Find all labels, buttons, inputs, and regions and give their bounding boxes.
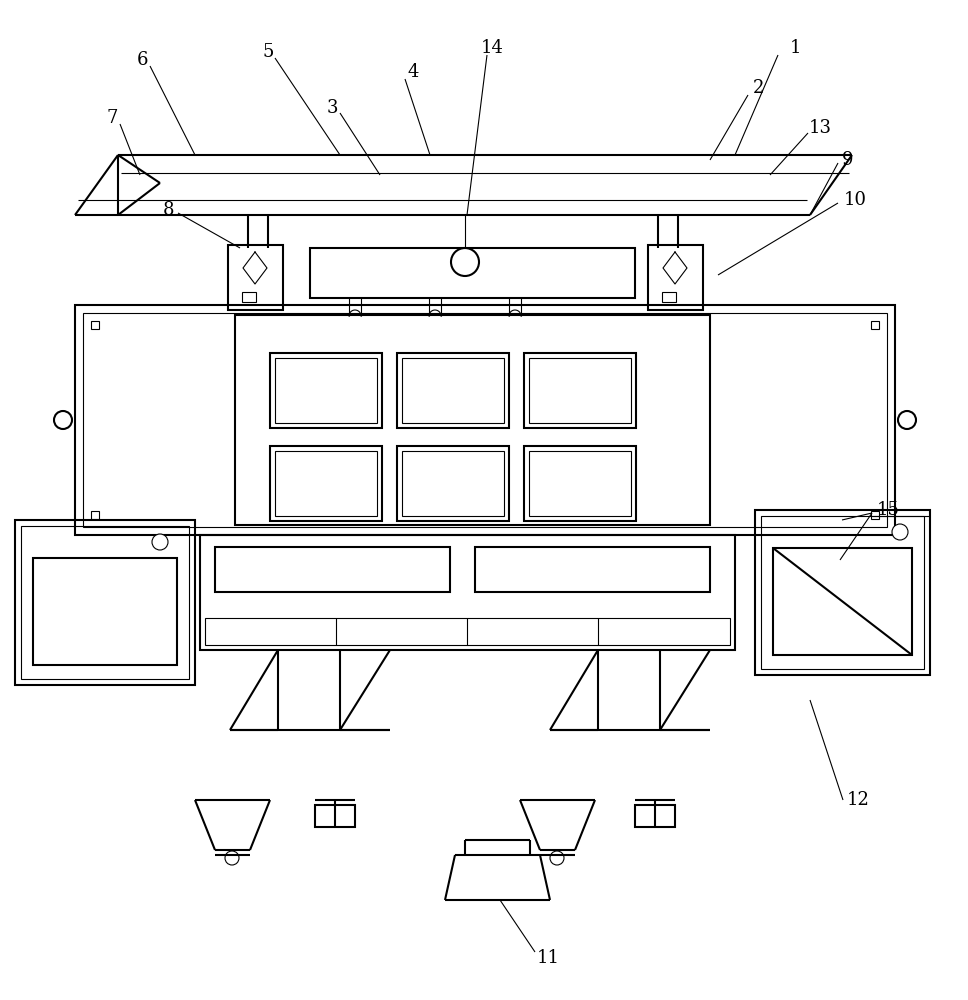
Bar — [761, 516, 924, 669]
Bar — [648, 245, 703, 310]
Bar — [755, 510, 930, 675]
Bar — [228, 245, 283, 310]
Bar — [235, 315, 710, 525]
Text: 13: 13 — [808, 119, 832, 137]
Bar — [402, 358, 504, 423]
Bar — [475, 547, 710, 592]
Bar — [270, 353, 382, 428]
Bar — [15, 520, 195, 685]
Bar — [397, 446, 509, 521]
Bar — [91, 321, 99, 329]
Bar — [402, 451, 504, 516]
Text: 3: 3 — [326, 99, 338, 117]
Bar — [83, 313, 887, 527]
Circle shape — [892, 524, 908, 540]
Text: 5: 5 — [262, 43, 274, 61]
Bar — [200, 535, 735, 650]
Bar — [871, 321, 879, 329]
Bar — [773, 548, 912, 655]
Bar — [21, 526, 189, 679]
Text: 14: 14 — [480, 39, 503, 57]
Text: 4: 4 — [408, 63, 419, 81]
Circle shape — [225, 851, 239, 865]
Circle shape — [152, 534, 168, 550]
Text: 15: 15 — [877, 501, 899, 519]
Circle shape — [550, 851, 564, 865]
Bar — [75, 305, 895, 535]
Bar — [275, 451, 377, 516]
Bar — [310, 248, 635, 298]
Bar — [315, 805, 355, 827]
Text: 6: 6 — [136, 51, 148, 69]
Bar — [871, 511, 879, 519]
Bar — [33, 558, 177, 665]
Bar — [524, 446, 636, 521]
Circle shape — [54, 411, 72, 429]
Bar — [242, 292, 256, 302]
Text: 10: 10 — [843, 191, 866, 209]
Circle shape — [898, 411, 916, 429]
Bar — [529, 358, 631, 423]
Bar — [397, 353, 509, 428]
Text: 12: 12 — [847, 791, 869, 809]
Bar — [215, 547, 450, 592]
Bar — [275, 358, 377, 423]
Circle shape — [451, 248, 479, 276]
Text: 11: 11 — [536, 949, 560, 967]
Text: 8: 8 — [163, 201, 173, 219]
Text: 2: 2 — [752, 79, 764, 97]
Bar — [270, 446, 382, 521]
Text: 7: 7 — [106, 109, 118, 127]
Bar — [524, 353, 636, 428]
Bar — [205, 618, 730, 645]
Bar — [635, 805, 675, 827]
Bar — [91, 511, 99, 519]
Bar — [529, 451, 631, 516]
Text: 1: 1 — [789, 39, 801, 57]
Bar — [662, 292, 676, 302]
Text: 9: 9 — [842, 151, 854, 169]
